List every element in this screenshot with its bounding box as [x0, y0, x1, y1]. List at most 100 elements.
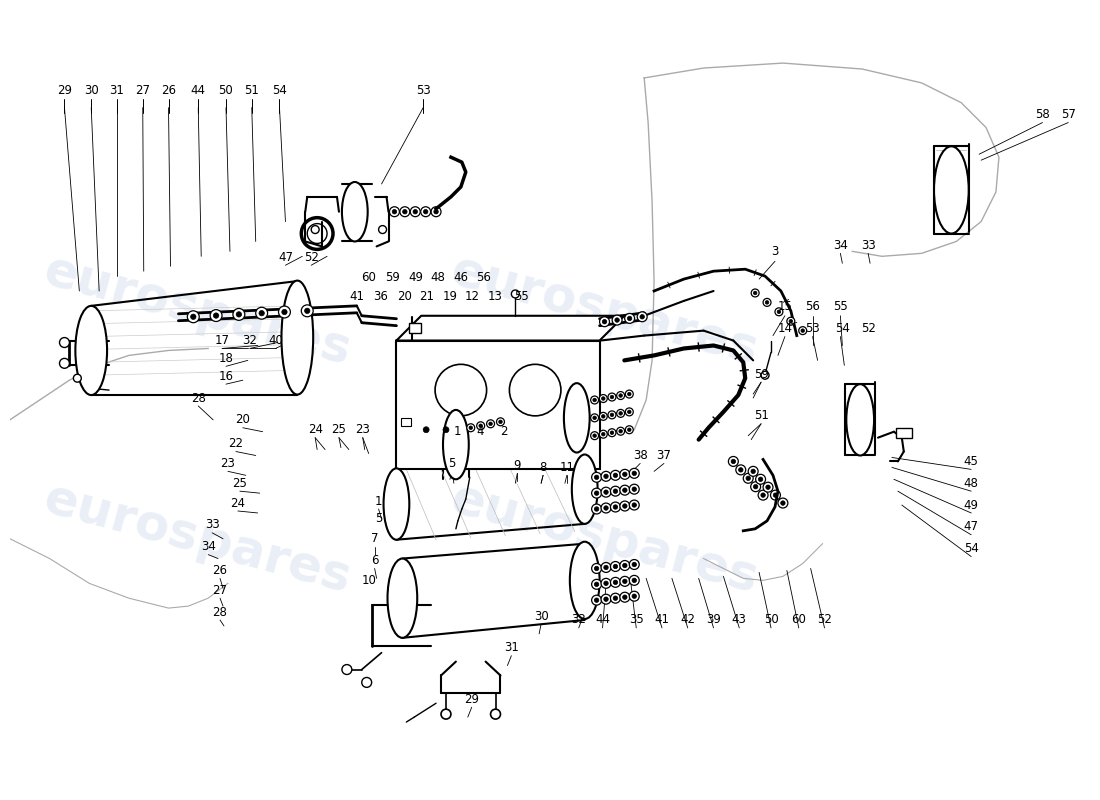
Text: 2: 2 — [499, 426, 507, 438]
Text: 30: 30 — [84, 84, 99, 98]
Text: 57: 57 — [1060, 108, 1076, 121]
Text: 45: 45 — [964, 455, 979, 468]
Text: 26: 26 — [212, 564, 228, 577]
Circle shape — [748, 466, 758, 476]
Circle shape — [594, 506, 598, 511]
Circle shape — [620, 561, 630, 570]
Circle shape — [617, 410, 625, 418]
Circle shape — [623, 504, 627, 508]
Circle shape — [433, 210, 438, 214]
Text: 5: 5 — [448, 457, 455, 470]
Circle shape — [632, 594, 637, 598]
Circle shape — [613, 580, 618, 585]
Circle shape — [610, 486, 620, 496]
Text: 8: 8 — [539, 461, 547, 474]
Circle shape — [789, 319, 793, 323]
Text: 55: 55 — [833, 300, 848, 314]
Circle shape — [478, 424, 483, 427]
Circle shape — [615, 318, 619, 322]
Circle shape — [620, 470, 630, 479]
Text: 40: 40 — [268, 334, 283, 347]
Circle shape — [512, 290, 519, 298]
Text: 12: 12 — [464, 290, 480, 303]
Text: 20: 20 — [235, 414, 251, 426]
Circle shape — [619, 430, 623, 433]
Circle shape — [600, 430, 607, 438]
Text: 31: 31 — [504, 642, 519, 654]
Circle shape — [728, 457, 738, 466]
Circle shape — [282, 310, 287, 314]
Circle shape — [592, 563, 602, 574]
Circle shape — [601, 578, 610, 588]
Circle shape — [625, 408, 634, 416]
Circle shape — [491, 709, 501, 719]
Text: 52: 52 — [817, 614, 832, 626]
Text: 33: 33 — [860, 239, 876, 252]
Circle shape — [476, 422, 485, 430]
Ellipse shape — [934, 146, 969, 234]
Circle shape — [766, 485, 770, 490]
Text: 13: 13 — [488, 290, 503, 303]
Text: 3: 3 — [771, 245, 779, 258]
Circle shape — [627, 410, 631, 414]
Circle shape — [620, 592, 630, 602]
Text: 39: 39 — [706, 614, 721, 626]
Circle shape — [593, 434, 596, 438]
Circle shape — [620, 486, 630, 495]
Circle shape — [632, 503, 637, 507]
Text: 25: 25 — [331, 423, 346, 436]
Circle shape — [770, 490, 780, 500]
Circle shape — [763, 298, 771, 306]
Circle shape — [746, 476, 750, 481]
Circle shape — [632, 471, 637, 475]
Text: 51: 51 — [244, 84, 260, 98]
Text: 52: 52 — [304, 251, 319, 264]
Circle shape — [604, 506, 608, 510]
Circle shape — [592, 504, 602, 514]
Circle shape — [604, 597, 608, 602]
Circle shape — [311, 226, 319, 234]
Circle shape — [617, 427, 625, 435]
Circle shape — [640, 314, 645, 319]
Text: 20: 20 — [397, 290, 411, 303]
Text: 60: 60 — [791, 614, 806, 626]
Text: 19: 19 — [442, 290, 458, 303]
Circle shape — [751, 289, 759, 297]
Text: 11: 11 — [560, 461, 574, 474]
Text: 6: 6 — [371, 554, 378, 567]
Text: 41: 41 — [350, 290, 364, 303]
Circle shape — [603, 319, 607, 324]
Text: 56: 56 — [476, 270, 491, 284]
Circle shape — [600, 394, 607, 402]
Text: 24: 24 — [230, 497, 245, 510]
Ellipse shape — [564, 383, 590, 453]
Circle shape — [786, 318, 795, 325]
Circle shape — [627, 316, 631, 321]
Circle shape — [758, 477, 762, 482]
Circle shape — [496, 418, 505, 426]
Circle shape — [412, 210, 418, 214]
Text: 48: 48 — [430, 270, 446, 284]
Circle shape — [754, 291, 757, 294]
Ellipse shape — [570, 542, 600, 619]
Text: 21: 21 — [419, 290, 433, 303]
Circle shape — [424, 210, 428, 214]
Circle shape — [629, 559, 639, 570]
Circle shape — [756, 474, 766, 484]
Circle shape — [594, 598, 598, 602]
Circle shape — [608, 429, 616, 437]
Text: 31: 31 — [110, 84, 124, 98]
Circle shape — [604, 474, 608, 478]
Circle shape — [610, 470, 620, 480]
Text: 28: 28 — [190, 391, 206, 405]
Circle shape — [420, 206, 430, 217]
Circle shape — [613, 489, 618, 494]
Text: 42: 42 — [680, 614, 695, 626]
Text: 46: 46 — [453, 270, 469, 284]
Circle shape — [59, 358, 69, 368]
Circle shape — [610, 594, 620, 603]
Text: 32: 32 — [242, 334, 257, 347]
Text: eurospares: eurospares — [40, 474, 358, 603]
Text: 27: 27 — [135, 84, 151, 98]
Text: 49: 49 — [964, 498, 979, 511]
